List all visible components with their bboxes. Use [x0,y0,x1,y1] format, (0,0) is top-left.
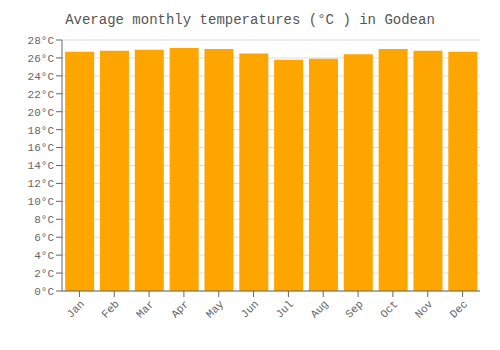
svg-text:Apr: Apr [169,298,191,320]
html-text:Average monthly temperatures (: Average monthly temperatures (°C ) in Go… [65,12,435,28]
svg-text:Aug: Aug [308,298,330,320]
svg-text:0°C: 0°C [34,286,54,298]
svg-text:16°C: 16°C [28,142,55,154]
svg-text:8°C: 8°C [34,214,54,226]
svg-text:26°C: 26°C [28,53,55,65]
svg-text:6°C: 6°C [34,232,54,244]
svg-text:Jun: Jun [239,298,261,320]
svg-text:18°C: 18°C [28,125,55,137]
svg-text:14°C: 14°C [28,160,55,172]
svg-text:4°C: 4°C [34,250,54,262]
svg-text:Sep: Sep [343,298,365,320]
svg-text:May: May [204,298,227,321]
svg-text:Mar: Mar [134,298,156,320]
svg-text:20°C: 20°C [28,107,55,119]
svg-text:Jul: Jul [274,298,296,320]
svg-text:Nov: Nov [413,298,436,321]
svg-text:Jan: Jan [65,298,87,320]
svg-text:10°C: 10°C [28,196,55,208]
svg-text:Feb: Feb [99,298,121,320]
svg-text:Dec: Dec [448,298,470,320]
svg-text:22°C: 22°C [28,89,55,101]
svg-text:28°C: 28°C [28,35,55,47]
svg-text:Oct: Oct [378,298,400,320]
svg-text:2°C: 2°C [34,268,54,280]
svg-text:12°C: 12°C [28,178,55,190]
svg-text:24°C: 24°C [28,71,55,83]
